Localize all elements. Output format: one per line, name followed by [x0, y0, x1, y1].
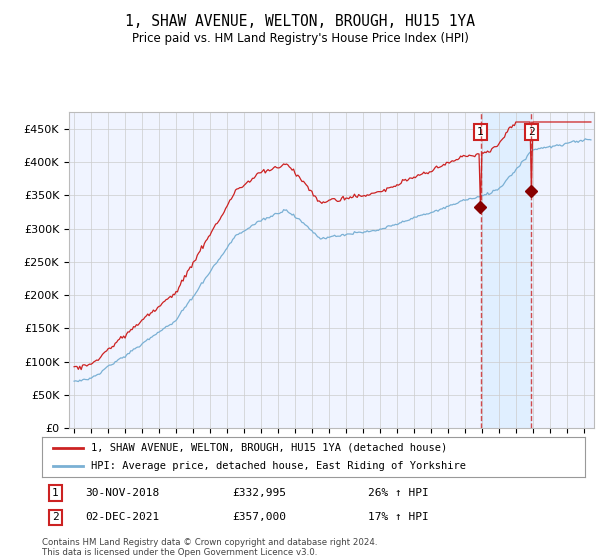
Text: 1, SHAW AVENUE, WELTON, BROUGH, HU15 1YA (detached house): 1, SHAW AVENUE, WELTON, BROUGH, HU15 1YA… [91, 443, 447, 452]
Bar [481, 112, 532, 428]
Text: 1: 1 [52, 488, 59, 498]
Text: 2: 2 [528, 127, 535, 137]
Text: 26% ↑ HPI: 26% ↑ HPI [368, 488, 428, 498]
Text: 30-NOV-2018: 30-NOV-2018 [85, 488, 160, 498]
Text: HPI: Average price, detached house, East Riding of Yorkshire: HPI: Average price, detached house, East… [91, 461, 466, 471]
Text: £357,000: £357,000 [232, 512, 286, 522]
Text: 17% ↑ HPI: 17% ↑ HPI [368, 512, 428, 522]
Text: Contains HM Land Registry data © Crown copyright and database right 2024.
This d: Contains HM Land Registry data © Crown c… [42, 538, 377, 557]
Text: 02-DEC-2021: 02-DEC-2021 [85, 512, 160, 522]
Text: 1: 1 [477, 127, 484, 137]
Text: £332,995: £332,995 [232, 488, 286, 498]
Text: Price paid vs. HM Land Registry's House Price Index (HPI): Price paid vs. HM Land Registry's House … [131, 32, 469, 45]
Text: 2: 2 [52, 512, 59, 522]
Text: 1, SHAW AVENUE, WELTON, BROUGH, HU15 1YA: 1, SHAW AVENUE, WELTON, BROUGH, HU15 1YA [125, 14, 475, 29]
